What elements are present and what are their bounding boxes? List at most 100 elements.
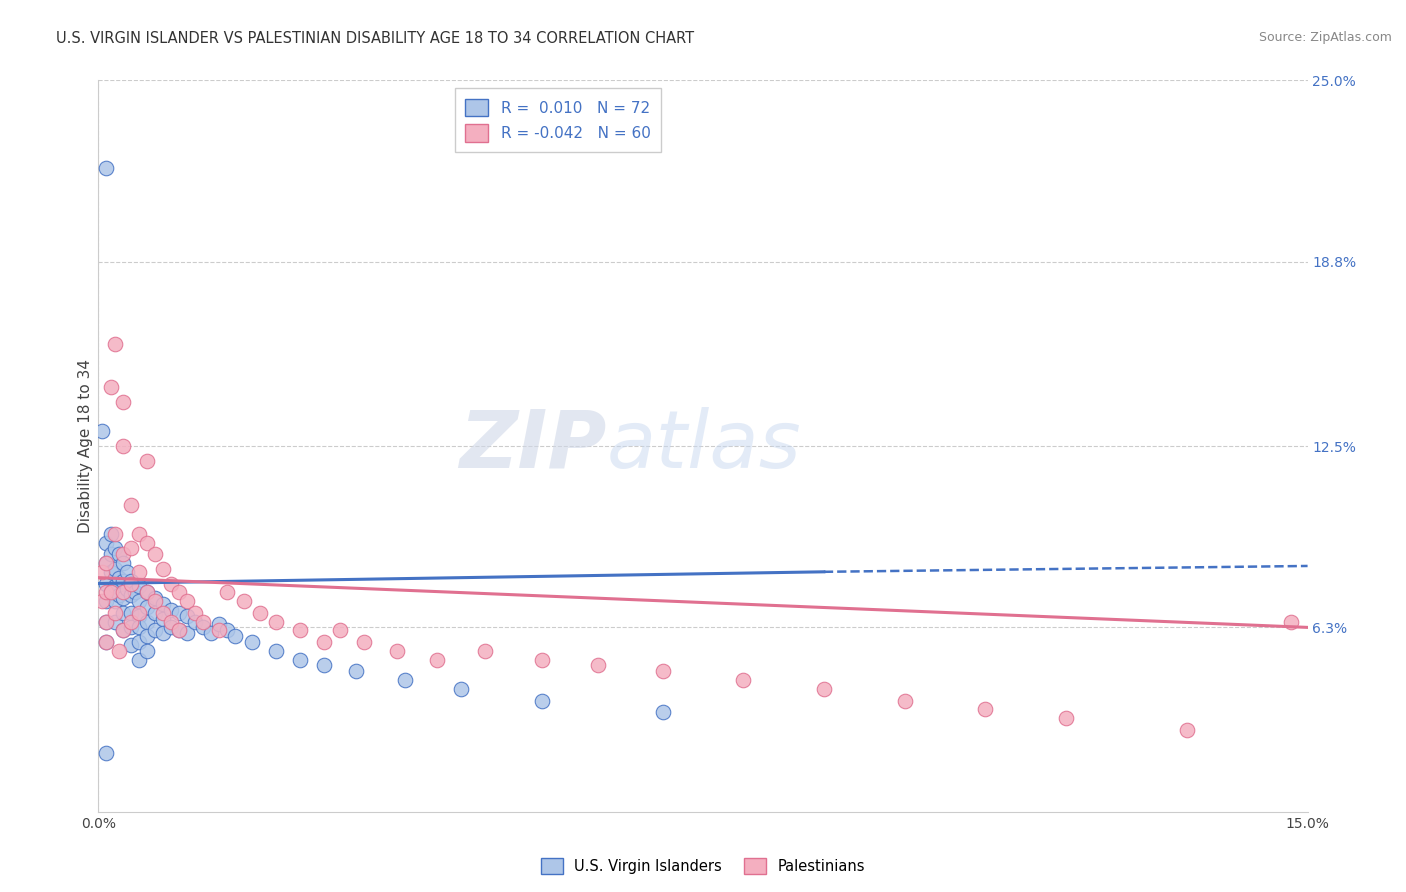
Point xyxy=(530,693,553,707)
Point xyxy=(96,556,118,570)
Point xyxy=(96,635,118,649)
Point xyxy=(217,585,239,599)
Point xyxy=(100,547,122,561)
Point xyxy=(128,526,150,541)
Point xyxy=(176,594,198,608)
Point xyxy=(651,705,673,719)
Point xyxy=(96,556,118,570)
Point xyxy=(1175,723,1198,737)
Point xyxy=(135,585,157,599)
Point xyxy=(128,594,150,608)
Point xyxy=(152,626,174,640)
Point xyxy=(152,562,174,576)
Point xyxy=(288,624,311,638)
Point xyxy=(128,652,150,666)
Point xyxy=(893,693,915,707)
Point xyxy=(103,615,125,629)
Point xyxy=(135,629,157,643)
Point xyxy=(143,547,166,561)
Point xyxy=(733,673,755,687)
Point xyxy=(128,620,150,634)
Point xyxy=(586,658,609,673)
Point xyxy=(96,576,118,591)
Point xyxy=(96,535,118,549)
Point xyxy=(120,574,142,588)
Point xyxy=(314,658,336,673)
Point xyxy=(232,594,254,608)
Point xyxy=(143,591,166,606)
Point xyxy=(96,585,118,599)
Point xyxy=(128,608,150,623)
Point xyxy=(111,395,134,409)
Point xyxy=(103,606,125,620)
Point xyxy=(167,624,190,638)
Point xyxy=(111,624,134,638)
Point xyxy=(224,629,246,643)
Point xyxy=(135,615,157,629)
Point xyxy=(120,606,142,620)
Point xyxy=(208,624,231,638)
Point xyxy=(100,585,122,599)
Point xyxy=(143,624,166,638)
Point xyxy=(152,612,174,626)
Point xyxy=(120,576,142,591)
Point xyxy=(120,588,142,602)
Point xyxy=(107,547,129,561)
Legend: U.S. Virgin Islanders, Palestinians: U.S. Virgin Islanders, Palestinians xyxy=(536,852,870,880)
Point xyxy=(120,620,142,634)
Point xyxy=(167,585,190,599)
Point xyxy=(111,585,134,599)
Point xyxy=(249,606,271,620)
Point xyxy=(111,439,134,453)
Point xyxy=(103,336,125,351)
Point xyxy=(176,608,198,623)
Point xyxy=(96,746,118,760)
Point xyxy=(329,624,352,638)
Point xyxy=(135,453,157,467)
Point xyxy=(128,565,150,579)
Point xyxy=(160,615,183,629)
Point xyxy=(103,541,125,556)
Point xyxy=(103,594,125,608)
Point xyxy=(143,606,166,620)
Point xyxy=(184,606,207,620)
Point xyxy=(160,576,183,591)
Point xyxy=(314,635,336,649)
Point xyxy=(394,673,416,687)
Point xyxy=(91,565,114,579)
Point xyxy=(96,615,118,629)
Point xyxy=(152,606,174,620)
Point xyxy=(96,635,118,649)
Point xyxy=(264,615,287,629)
Point xyxy=(100,380,122,394)
Point xyxy=(193,615,215,629)
Point xyxy=(288,652,311,666)
Point xyxy=(107,644,129,658)
Point xyxy=(120,615,142,629)
Point xyxy=(135,599,157,614)
Point xyxy=(96,615,118,629)
Point xyxy=(100,585,122,599)
Point xyxy=(120,638,142,652)
Point xyxy=(91,594,114,608)
Point xyxy=(135,535,157,549)
Point xyxy=(120,498,142,512)
Point xyxy=(111,556,134,570)
Point xyxy=(530,652,553,666)
Point xyxy=(426,652,449,666)
Point xyxy=(1281,615,1303,629)
Point xyxy=(651,665,673,679)
Point xyxy=(111,547,134,561)
Point xyxy=(167,624,190,638)
Point xyxy=(115,565,138,579)
Point xyxy=(111,606,134,620)
Point xyxy=(100,526,122,541)
Point xyxy=(120,541,142,556)
Text: ZIP: ZIP xyxy=(458,407,606,485)
Point xyxy=(450,681,472,696)
Point xyxy=(193,620,215,634)
Point xyxy=(103,562,125,576)
Point xyxy=(167,606,190,620)
Point xyxy=(124,585,146,599)
Point xyxy=(1054,711,1077,725)
